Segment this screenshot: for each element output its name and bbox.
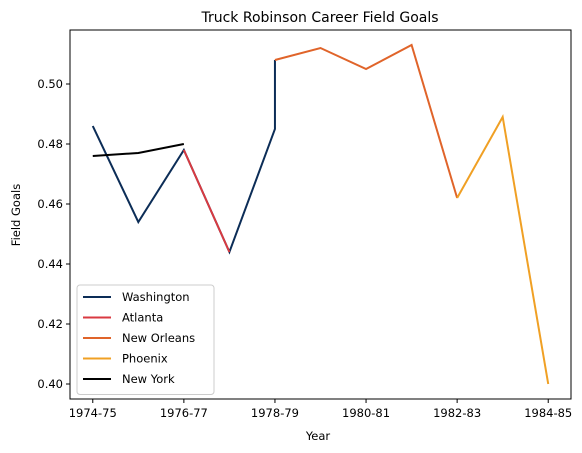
y-tick-label: 0.40 (37, 377, 63, 391)
x-tick-label: 1976-77 (160, 406, 208, 420)
y-tick-label: 0.50 (37, 77, 63, 91)
series-line-4 (92, 143, 185, 157)
series-line-0 (91, 60, 276, 255)
y-tick-label: 0.44 (37, 257, 63, 271)
legend-label-1: Atlanta (122, 311, 163, 325)
legend-box (76, 284, 215, 395)
x-tick-label: 1974-75 (69, 406, 117, 420)
axes-layer: 1974-75 1976-77 1978-79 1980-81 1982-83 1984-… (37, 29, 572, 420)
chart-title: Truck Robinson Career Field Goals (200, 10, 438, 26)
plot-frame (69, 29, 572, 400)
y-tick-label: 0.48 (37, 137, 63, 151)
x-axis-title: Year (305, 429, 331, 443)
legend-label-2: New Orleans (122, 331, 195, 345)
legend-label-4: New York (122, 372, 175, 386)
legend-label-0: Washington (122, 290, 190, 304)
y-tick-label: 0.42 (37, 317, 63, 331)
legend-label-3: Phoenix (122, 352, 168, 366)
x-tick-label: 1982-83 (433, 406, 481, 420)
series-layer (91, 43, 550, 385)
series-line-3 (456, 114, 550, 385)
series-line-2 (274, 43, 459, 199)
series-line-1 (182, 149, 231, 253)
legend: Washington Atlanta New Orleans Phoenix New Y… (76, 284, 215, 395)
x-tick-label: 1978-79 (251, 406, 299, 420)
x-tick-label: 1984-85 (524, 406, 572, 420)
y-axis-title: Field Goals (9, 184, 23, 246)
x-tick-label: 1980-81 (342, 406, 390, 420)
y-tick-label: 0.46 (37, 197, 63, 211)
